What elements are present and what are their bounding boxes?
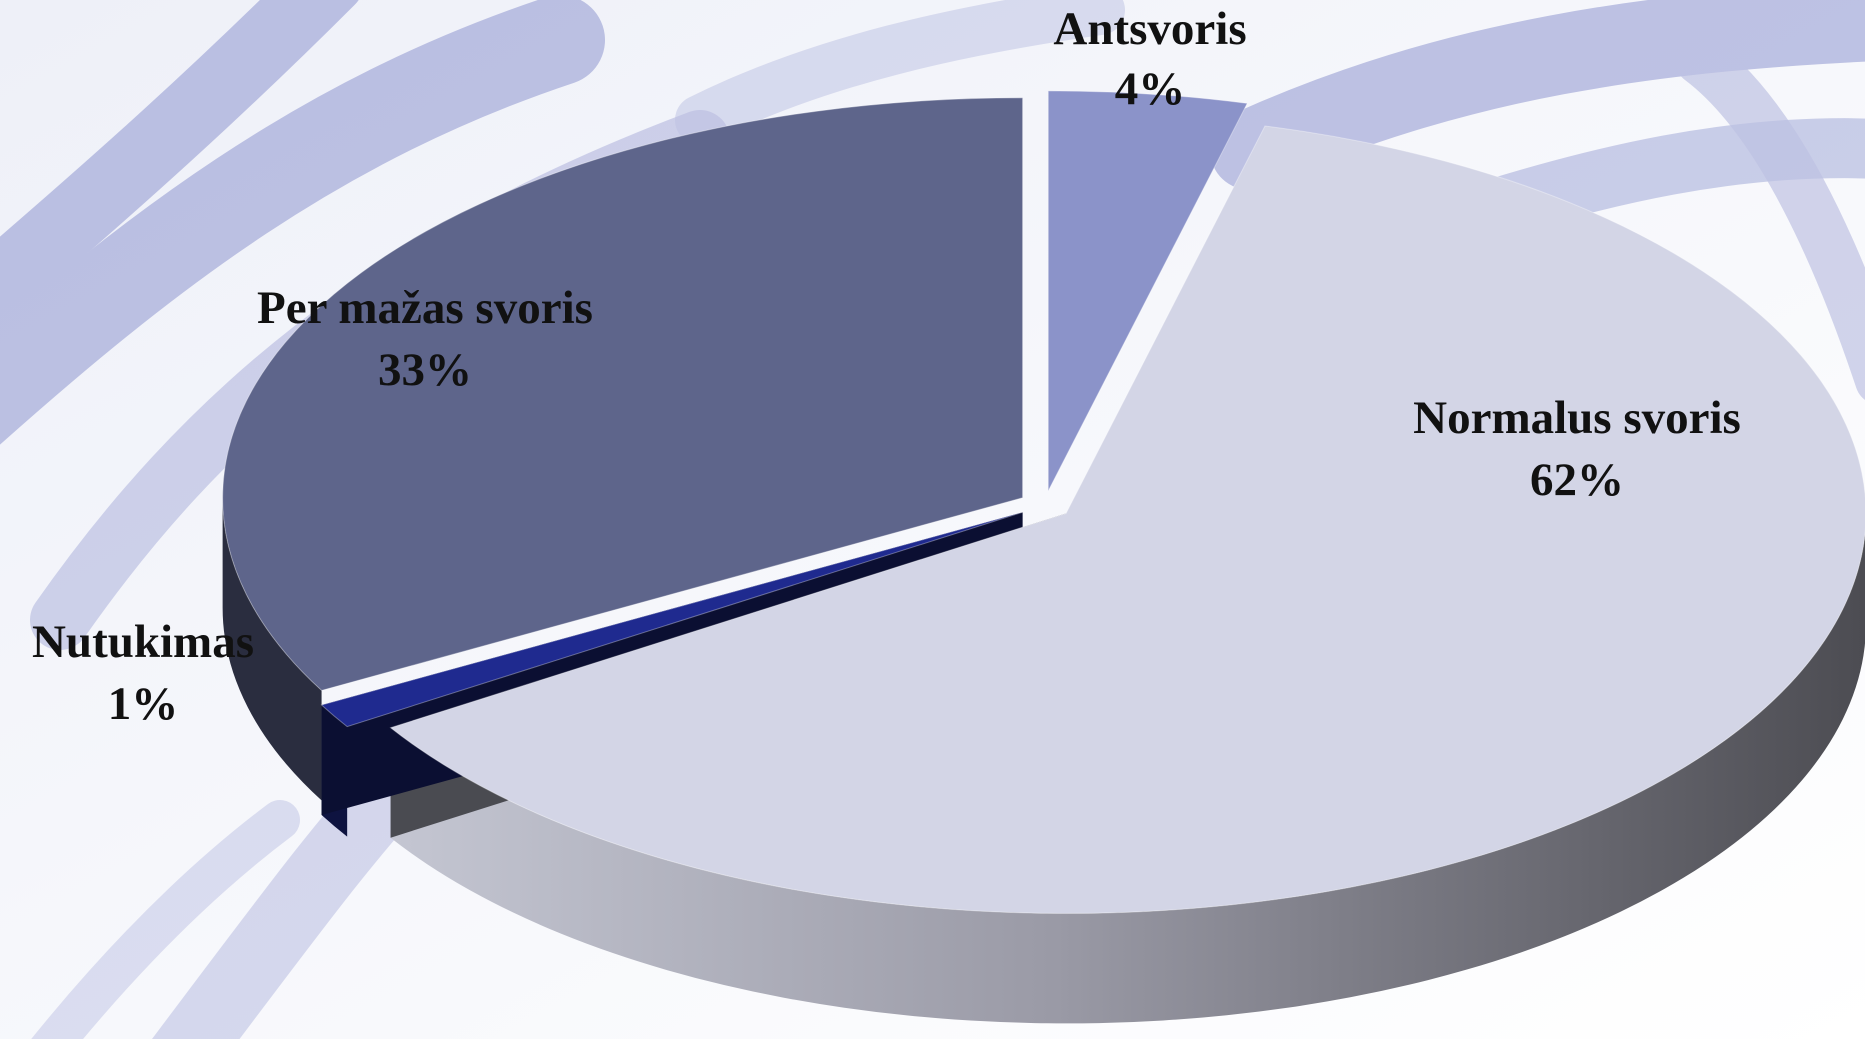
slice-label: Antsvoris [1053, 3, 1246, 55]
pie-slice [222, 97, 1024, 691]
pie-slice [320, 511, 1023, 728]
pie-slice [1047, 90, 1248, 492]
slice-label: Per mažas svoris [257, 282, 593, 334]
pie-tops [222, 90, 1865, 914]
slice-label: Nutukimas [32, 616, 254, 668]
slice-value-label: 33% [378, 344, 472, 396]
slice-side [390, 532, 1865, 1024]
pie-slice [389, 125, 1865, 914]
data-labels: Antsvoris 4% Normalus svoris 62% Nutukimas 1%… [32, 3, 1741, 730]
slice-value-label: 1% [108, 678, 179, 730]
slice-label: Normalus svoris [1413, 392, 1741, 444]
slice-value-label: 4% [1115, 63, 1186, 115]
slice-side [222, 497, 322, 801]
slice-value-label: 62% [1530, 454, 1624, 506]
